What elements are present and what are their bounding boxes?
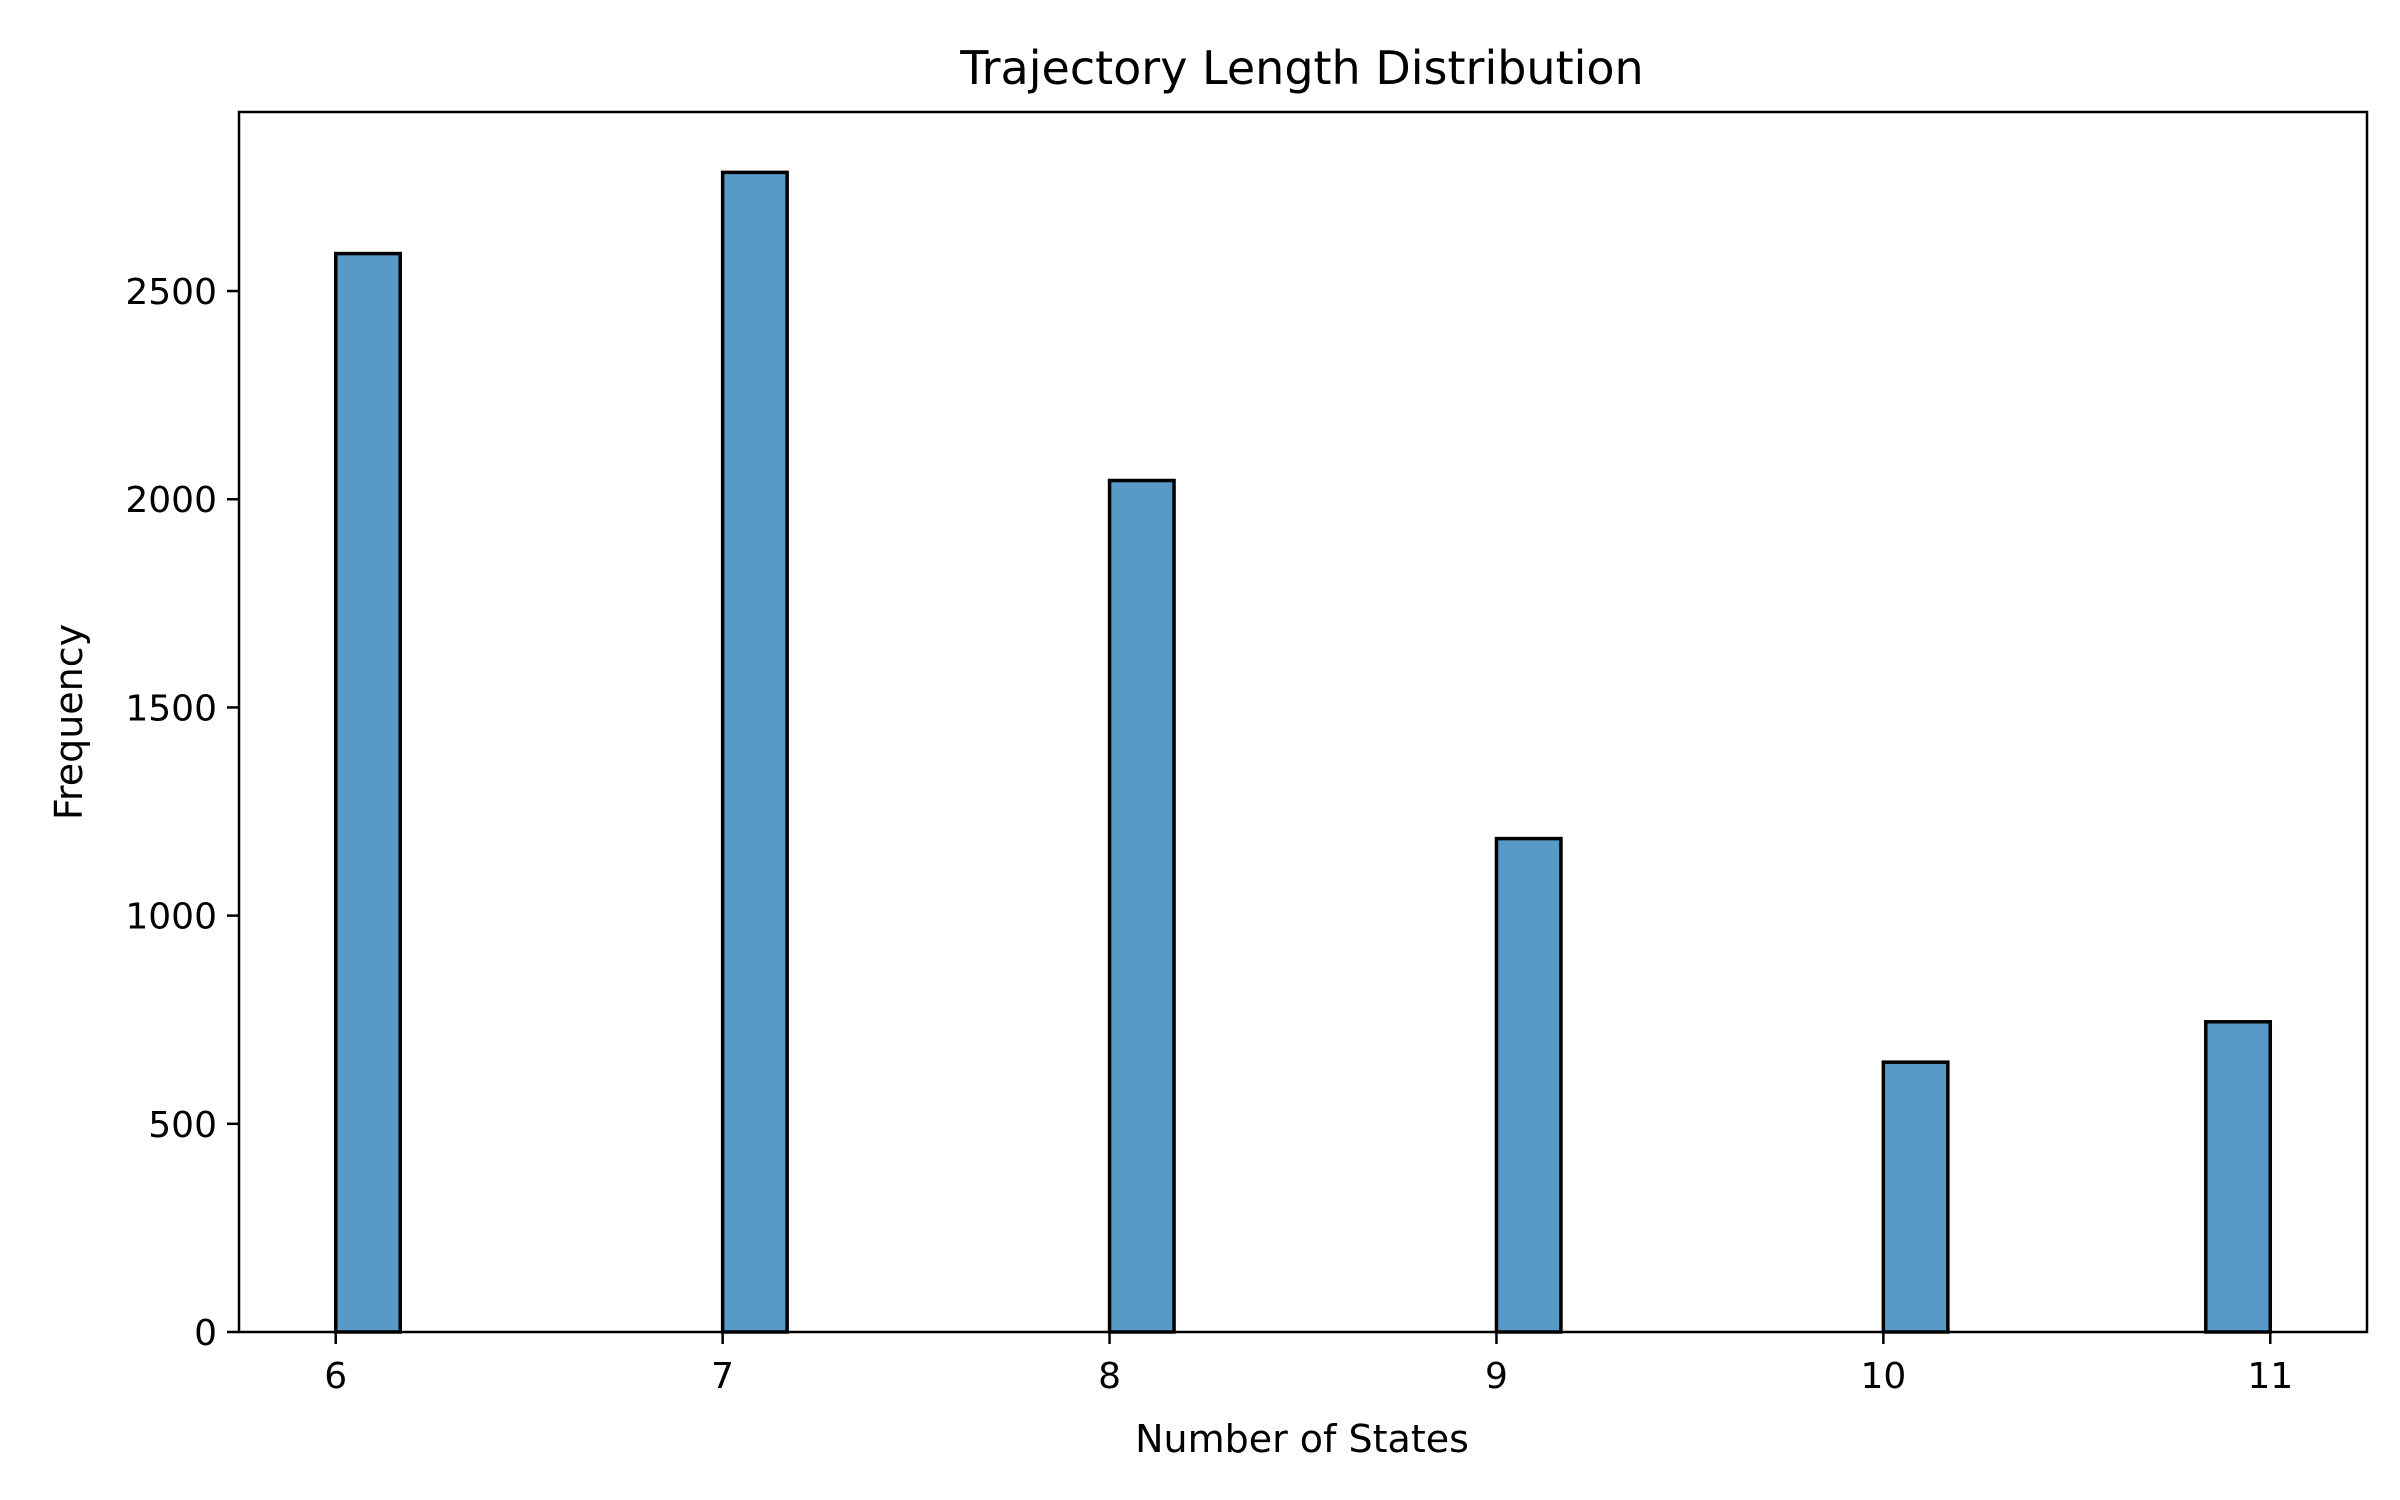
x-tick-label: 8 xyxy=(1098,1356,1121,1397)
y-tick-label: 1000 xyxy=(125,897,217,938)
x-axis-label: Number of States xyxy=(1135,1417,1469,1461)
histogram-bar xyxy=(720,170,789,1334)
x-tick-label: 6 xyxy=(324,1356,347,1397)
y-tick-label: 500 xyxy=(148,1105,217,1146)
y-tick-label: 0 xyxy=(194,1313,217,1354)
y-axis-label: Frequency xyxy=(47,624,91,820)
y-axis-ticks: 0 500 1000 1500 2000 2500 xyxy=(125,272,239,1354)
x-tick-label: 10 xyxy=(1860,1356,1906,1397)
x-tick-label: 7 xyxy=(711,1356,734,1397)
y-tick-label: 2000 xyxy=(125,480,217,521)
histogram-bar xyxy=(333,251,402,1334)
x-tick-label: 11 xyxy=(2247,1356,2293,1397)
histogram-bar xyxy=(1494,836,1563,1334)
y-tick-label: 1500 xyxy=(125,688,217,729)
histogram-bar xyxy=(1107,478,1176,1334)
x-axis-ticks: 6 7 8 9 10 11 xyxy=(324,1332,2293,1397)
histogram-bar xyxy=(2204,1020,2273,1334)
histogram-bar xyxy=(1881,1060,1950,1334)
x-tick-label: 9 xyxy=(1485,1356,1508,1397)
y-tick-label: 2500 xyxy=(125,272,217,313)
plot-frame xyxy=(237,110,2369,1334)
bars-group xyxy=(333,170,2273,1334)
chart-title: Trajectory Length Distribution xyxy=(959,41,1643,95)
